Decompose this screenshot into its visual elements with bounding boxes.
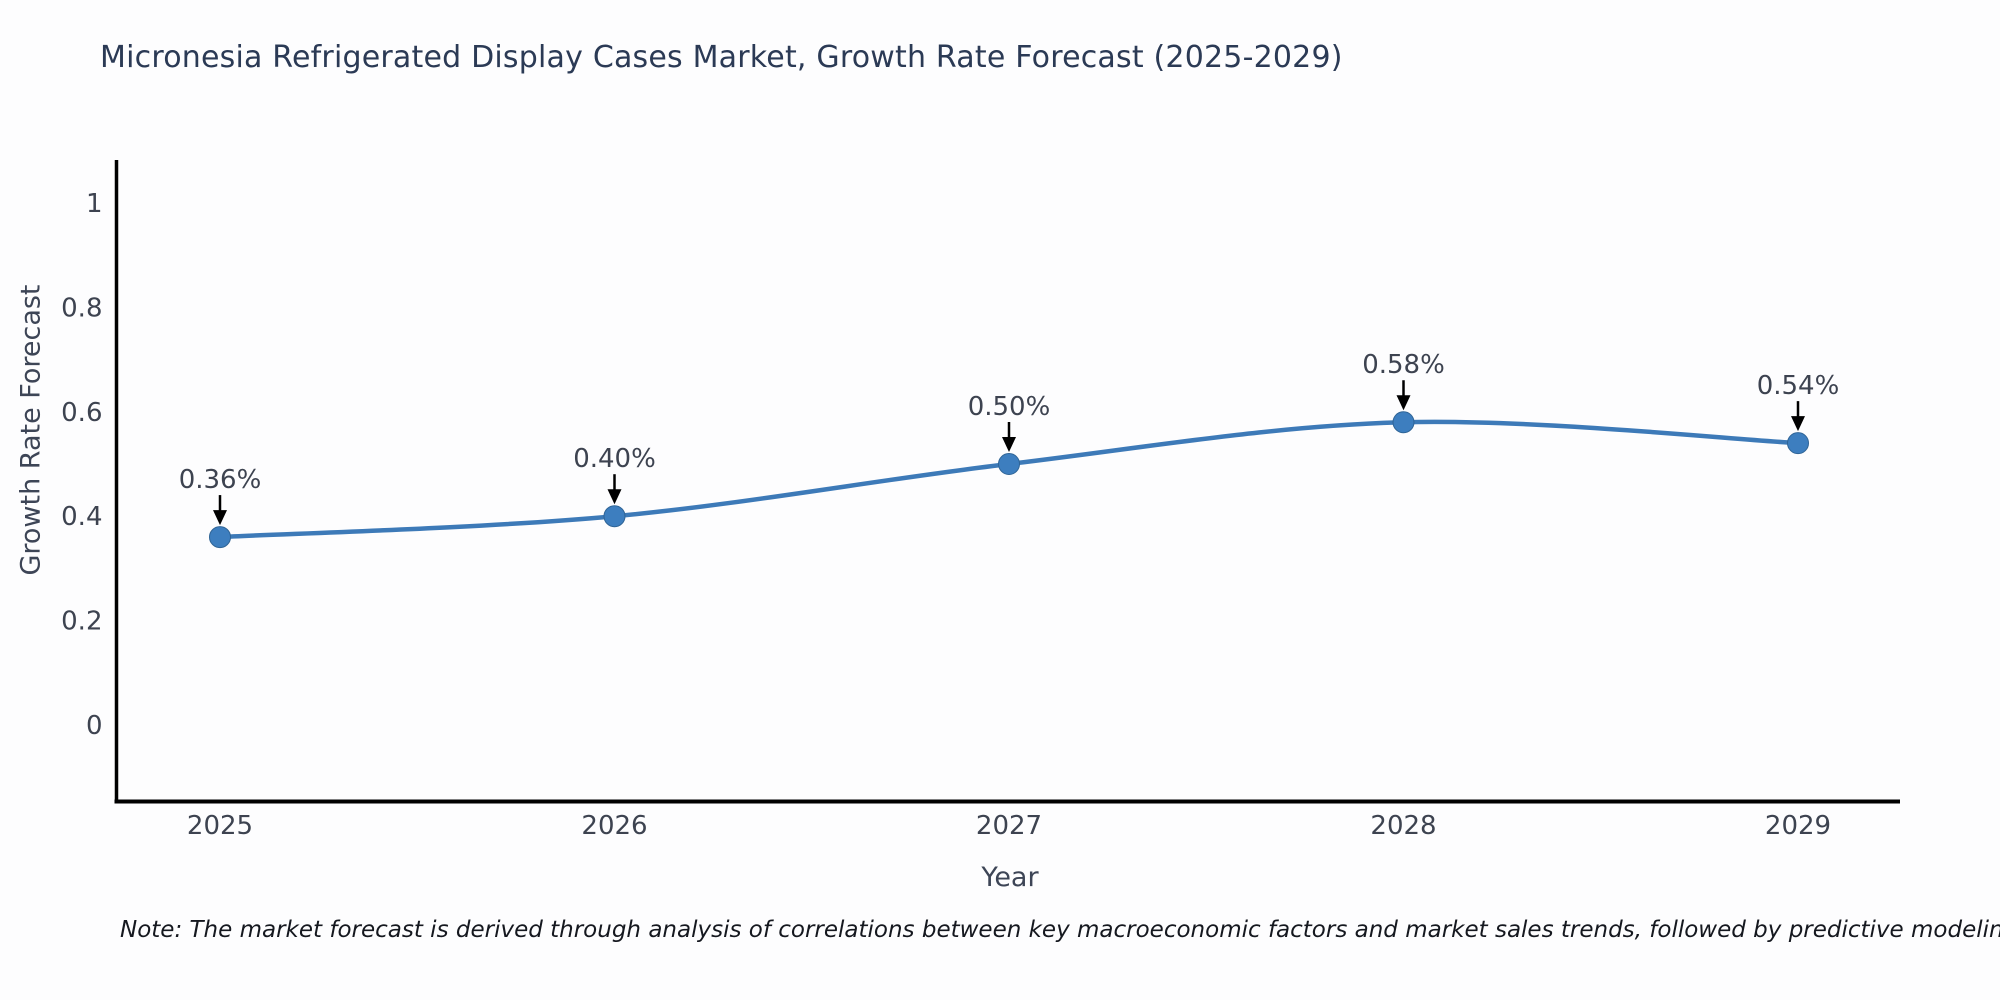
y-tick-label: 0.8: [61, 293, 102, 323]
x-tick-label: 2026: [581, 811, 647, 841]
data-point-marker: [209, 526, 231, 549]
y-tick-label: 0.4: [61, 502, 102, 532]
chart-footnote: Note: The market forecast is derived thr…: [120, 917, 2000, 943]
data-point-marker: [1787, 432, 1809, 455]
x-tick-label: 2028: [1370, 811, 1436, 841]
data-point-marker: [1392, 411, 1415, 434]
y-tick-label: 0: [86, 711, 103, 741]
data-point-marker: [998, 453, 1020, 475]
x-tick-label: 2029: [1765, 811, 1831, 841]
annotation-arrowhead: [213, 510, 227, 526]
annotation-arrowhead: [1791, 416, 1805, 432]
data-point-label: 0.58%: [1362, 350, 1445, 380]
data-point-label: 0.36%: [179, 465, 262, 495]
x-tick-label: 2025: [187, 811, 253, 841]
data-point-label: 0.50%: [968, 392, 1051, 422]
data-point-label: 0.54%: [1757, 371, 1840, 401]
annotation-arrowhead: [607, 489, 622, 505]
data-point-marker: [603, 505, 626, 528]
x-tick-label: 2027: [976, 811, 1042, 841]
data-point-label: 0.40%: [573, 444, 656, 474]
chart-title: Micronesia Refrigerated Display Cases Ma…: [100, 40, 1343, 75]
annotation-arrowhead: [1396, 395, 1411, 411]
annotation-arrowhead: [1002, 437, 1016, 452]
x-axis-title: Year: [981, 862, 1039, 893]
y-tick-label: 0.6: [61, 398, 102, 428]
y-tick-label: 1: [86, 189, 103, 219]
y-tick-label: 0.2: [61, 607, 102, 637]
